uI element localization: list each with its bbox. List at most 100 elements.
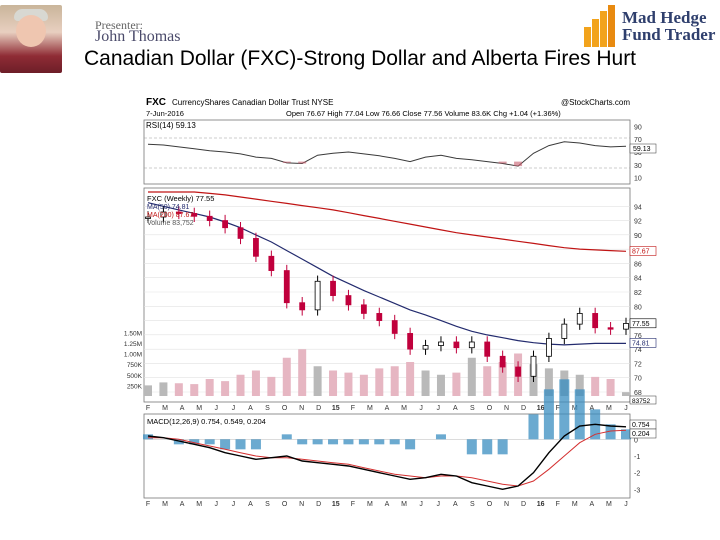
- macd-histogram-bar: [543, 389, 554, 440]
- price-candle: [145, 216, 151, 219]
- price-tick-label: 74: [634, 347, 642, 354]
- x-tick-label: O: [282, 405, 288, 412]
- price-tick-label: 84: [634, 276, 642, 283]
- volume-bar: [298, 349, 307, 396]
- rsi-tick-label: 30: [634, 163, 642, 170]
- price-candle: [222, 220, 228, 229]
- rsi-oversold-fill: [514, 161, 523, 167]
- price-tag-box: [629, 338, 657, 348]
- x-tick-label: D: [521, 405, 526, 412]
- chart-name: CurrencyShares Canadian Dollar Trust NYS…: [172, 98, 333, 107]
- macd-histogram-bar: [374, 439, 385, 445]
- logo-bar: [600, 11, 607, 47]
- macd-tags: 0.754 0.204: [629, 419, 657, 439]
- chart-date: 7-Jun-2016: [146, 109, 184, 118]
- x-tick-label: S: [470, 501, 475, 508]
- macd-histogram-bar: [143, 434, 153, 440]
- logo-bar: [584, 27, 591, 47]
- rsi-value-tag: 59.13: [633, 146, 651, 153]
- macd-histogram-bar: [574, 389, 585, 440]
- x-tick-label: J: [436, 501, 440, 508]
- x-tick-label: M: [572, 501, 578, 508]
- volume-bar: [144, 385, 152, 396]
- x-tick-label: A: [385, 405, 390, 412]
- x-tick-label: F: [146, 405, 150, 412]
- macd-tag-value: 0.204: [632, 431, 650, 438]
- x-tick-label: A: [590, 405, 595, 412]
- x-tick-label: S: [265, 405, 270, 412]
- macd-histogram-bar: [343, 439, 354, 445]
- price-panel: 9492908886848280787674727068 1.50M1.25M1…: [124, 187, 657, 405]
- price-candle: [407, 333, 414, 350]
- macd-series: [147, 423, 627, 491]
- volume-bar: [606, 379, 615, 396]
- macd-histogram-bar: [559, 379, 570, 440]
- company-logo: [584, 5, 615, 47]
- logo-bar: [592, 19, 599, 47]
- price-candle: [561, 323, 568, 339]
- x-tick-label: M: [162, 501, 168, 508]
- slide-header: Presenter: John Thomas Mad Hedge Fund Tr…: [0, 0, 720, 90]
- volume-bar: [575, 374, 584, 396]
- x-tick-label: M: [162, 405, 168, 412]
- x-tick-label: M: [606, 501, 612, 508]
- x-tick-label: A: [385, 501, 390, 508]
- price-candle: [453, 341, 460, 349]
- price-series: [145, 191, 629, 382]
- x-tick-label: A: [590, 501, 595, 508]
- price-candle: [438, 341, 444, 346]
- x-tick-label: J: [624, 405, 628, 412]
- macd-histogram-bar: [389, 439, 400, 445]
- price-candle: [391, 320, 398, 334]
- x-tick-label: M: [401, 405, 407, 412]
- price-candle: [607, 327, 614, 330]
- volume-bar: [406, 362, 415, 396]
- price-candle: [314, 280, 321, 311]
- price-candle: [623, 323, 629, 330]
- price-candle: [175, 211, 182, 214]
- x-tick-label: A: [453, 405, 458, 412]
- macd-histogram-bar: [358, 439, 369, 445]
- volume-tick-label: 1.50M: [124, 330, 142, 337]
- macd-line: [147, 423, 627, 491]
- x-tick-label: N: [299, 405, 304, 412]
- price-candle: [206, 215, 213, 221]
- x-tick-label: D: [316, 501, 321, 508]
- volume-bar: [190, 384, 199, 396]
- rsi-tick-label: 70: [634, 137, 642, 144]
- chart-symbol: FXC: [146, 97, 166, 108]
- volume-bar: [452, 372, 461, 396]
- macd-histogram-bar: [297, 439, 308, 445]
- price-candle: [283, 270, 290, 304]
- macd-histogram-bar: [312, 439, 323, 445]
- presenter-face: [16, 15, 46, 47]
- x-tick-label: N: [299, 501, 304, 508]
- macd-histogram-bar: [173, 439, 184, 445]
- price-candle: [330, 280, 336, 296]
- x-tick-label: J: [419, 405, 423, 412]
- price-candle: [546, 338, 552, 357]
- chart-source: @StockCharts.com: [561, 98, 630, 107]
- volume-bar: [174, 383, 183, 396]
- x-tick-label: J: [215, 405, 219, 412]
- volume-bar: [205, 379, 214, 396]
- volume-tick-label: 500K: [127, 373, 143, 380]
- volume-tag: 83752: [632, 398, 650, 405]
- x-tick-label: 16: [537, 501, 545, 508]
- macd-histogram-bar: [235, 439, 246, 450]
- volume-bar: [467, 357, 476, 396]
- x-tick-label: A: [180, 501, 185, 508]
- macd-tag-value: 0.754: [632, 422, 650, 429]
- macd-histogram-bar: [497, 439, 508, 455]
- price-tick-label: 94: [634, 204, 642, 211]
- macd-tick-label: -1: [634, 454, 640, 461]
- x-tick-label: O: [487, 501, 493, 508]
- x-tick-label: N: [504, 501, 509, 508]
- price-candle: [268, 255, 275, 271]
- macd-histogram-bar: [621, 429, 631, 440]
- macd-histogram-bar: [435, 434, 446, 440]
- price-tick-label: 86: [634, 261, 642, 268]
- x-tick-label: M: [401, 501, 407, 508]
- x-tick-label: 15: [332, 501, 340, 508]
- price-tick-label: 76: [634, 333, 642, 340]
